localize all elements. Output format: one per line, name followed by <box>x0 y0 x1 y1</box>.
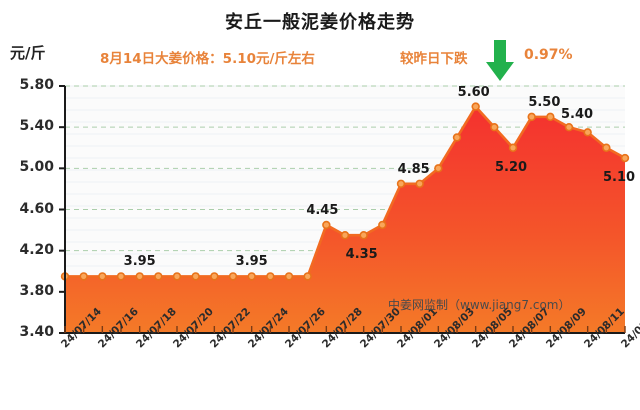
subtitle-change-label: 较昨日下跌 <box>400 51 468 67</box>
data-point-label: 5.50 <box>528 94 561 110</box>
data-point-label: 3.95 <box>123 254 156 270</box>
y-axis-tick-label: 4.60 <box>19 200 54 217</box>
data-point-label: 5.60 <box>457 84 490 100</box>
data-point-label: 5.20 <box>495 159 528 175</box>
data-point-label: 4.45 <box>306 202 339 218</box>
data-point-label: 4.35 <box>345 247 378 263</box>
y-axis-tick-label: 5.40 <box>19 118 54 135</box>
page-title: 安丘一般泥姜价格走势 <box>225 12 415 33</box>
data-point-label: 5.40 <box>561 107 594 123</box>
y-axis-tick-label: 3.40 <box>19 324 54 340</box>
y-axis-tick-label: 3.80 <box>19 282 54 299</box>
watermark: 中姜网监制（www.jiang7.com） <box>388 298 571 312</box>
data-point-label: 5.10 <box>603 170 636 186</box>
arrow-down-icon <box>486 40 514 81</box>
y-axis-title: 元/斤 <box>10 44 46 62</box>
y-axis-tick-label: 5.80 <box>19 77 54 93</box>
percent-change-value: 0.97% <box>524 47 573 63</box>
y-axis-tick-label: 5.00 <box>19 159 54 176</box>
data-point-label: 3.95 <box>235 254 268 270</box>
subtitle-current-price: 8月14日大姜价格：5.10元/斤左右 <box>100 51 315 67</box>
y-axis-tick-label: 4.20 <box>19 241 54 258</box>
data-point-label: 4.85 <box>397 161 430 177</box>
